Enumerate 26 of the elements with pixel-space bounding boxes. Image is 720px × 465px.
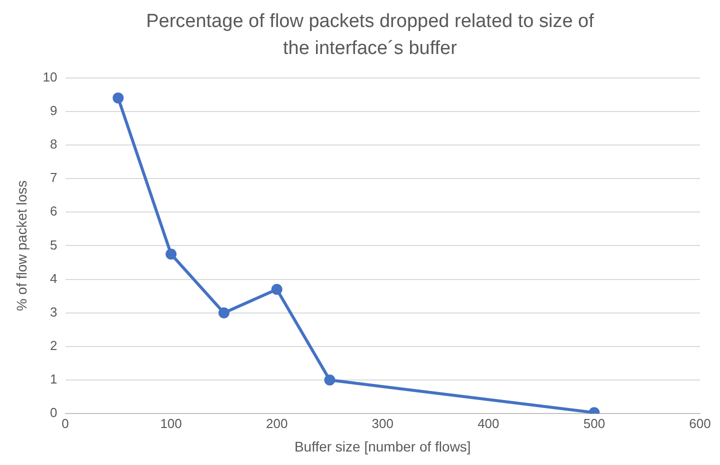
x-tick-label: 200 — [266, 416, 288, 431]
y-axis-title: % of flow packet loss — [13, 180, 30, 312]
point — [218, 307, 230, 318]
y-tick-label: 10 — [42, 69, 58, 84]
chart-title: Percentage of flow packets dropped related to size of the interface´s buffer — [145, 10, 595, 61]
y-tick-label: 2 — [50, 338, 58, 354]
x-tick-label: 100 — [160, 416, 182, 431]
point — [271, 284, 282, 295]
y-tick-label: 4 — [50, 270, 58, 286]
x-tick-label: 600 — [689, 416, 711, 431]
y-tick-label: 3 — [50, 304, 58, 320]
x-tick-label: 500 — [583, 416, 606, 431]
point — [112, 92, 124, 104]
x-axis-title: Buffer size [number of flows] — [294, 438, 471, 454]
y-tick-label: 7 — [50, 170, 58, 186]
y-tick-label: 5 — [50, 237, 58, 252]
x-tick-label: 300 — [372, 416, 394, 431]
y-tick-label: 9 — [50, 102, 58, 118]
y-tick-label: 6 — [50, 204, 58, 219]
x-tick-label: 0 — [62, 416, 69, 431]
y-tick-label: 1 — [50, 372, 58, 387]
point — [324, 374, 336, 386]
point — [166, 248, 177, 260]
y-tick-label: 8 — [50, 136, 58, 152]
y-tick-label: 0 — [50, 405, 58, 420]
x-tick-label: 400 — [478, 416, 500, 431]
